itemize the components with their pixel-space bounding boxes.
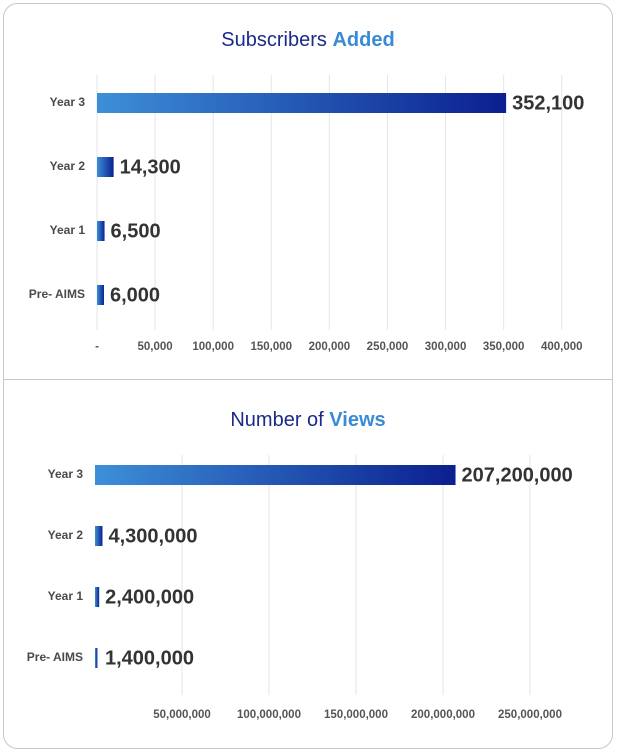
value-label: 207,200,000 xyxy=(462,464,573,486)
category-label: Pre- AIMS xyxy=(29,287,85,301)
bar xyxy=(97,157,114,177)
card-border xyxy=(3,3,613,749)
title-text: Subscribers xyxy=(221,29,327,51)
x-tick-label: 350,000 xyxy=(483,341,525,353)
title-highlight: Added xyxy=(332,29,394,51)
bar xyxy=(97,285,104,305)
x-tick-label: 200,000,000 xyxy=(411,709,475,721)
category-label: Pre- AIMS xyxy=(27,650,83,664)
title-text: Number of xyxy=(230,409,324,431)
value-label: 6,000 xyxy=(110,284,160,306)
title-highlight: Views xyxy=(329,409,385,431)
category-label: Year 1 xyxy=(48,589,84,603)
category-label: Year 2 xyxy=(50,159,86,173)
x-tick-label: 150,000 xyxy=(250,341,292,353)
x-tick-label: 50,000,000 xyxy=(153,709,211,721)
x-tick-label: 50,000 xyxy=(138,341,173,353)
chart-title: Subscribers Added xyxy=(221,29,394,51)
bar xyxy=(97,93,507,113)
x-tick-label: 100,000,000 xyxy=(237,709,301,721)
category-label: Year 3 xyxy=(50,95,86,109)
bar xyxy=(95,526,103,546)
x-tick-label: 150,000,000 xyxy=(324,709,388,721)
category-label: Year 2 xyxy=(48,528,84,542)
bar xyxy=(97,221,105,241)
x-tick-label: 250,000,000 xyxy=(498,709,562,721)
x-tick-label: 250,000 xyxy=(367,341,409,353)
value-label: 4,300,000 xyxy=(108,525,197,547)
bar xyxy=(95,465,456,485)
chart-title: Number of Views xyxy=(230,409,385,431)
value-label: 14,300 xyxy=(120,156,181,178)
bar xyxy=(95,587,100,607)
category-label: Year 1 xyxy=(50,223,86,237)
x-tick-label: 200,000 xyxy=(309,341,351,353)
category-label: Year 3 xyxy=(48,467,84,481)
x-tick-label: - xyxy=(95,341,99,353)
x-tick-label: 300,000 xyxy=(425,341,467,353)
value-label: 6,500 xyxy=(111,220,161,242)
x-tick-label: 100,000 xyxy=(192,341,234,353)
value-label: 352,100 xyxy=(512,92,584,114)
value-label: 1,400,000 xyxy=(105,647,194,669)
value-label: 2,400,000 xyxy=(105,586,194,608)
x-tick-label: 400,000 xyxy=(541,341,583,353)
bar xyxy=(95,648,98,668)
